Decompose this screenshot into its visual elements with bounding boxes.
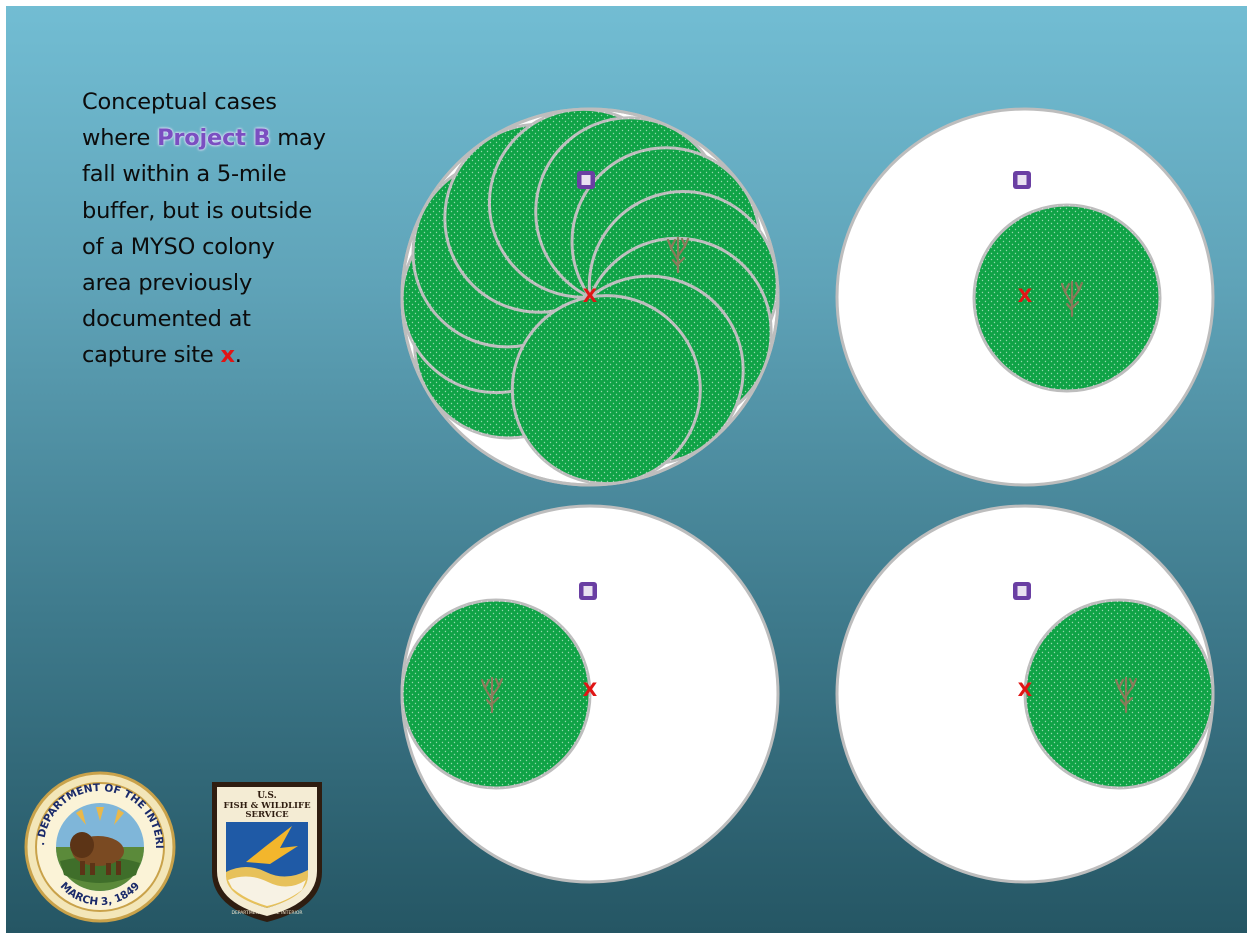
buffer-circle-a-outline: [400, 107, 780, 487]
caption-line: Conceptual cases: [82, 89, 277, 115]
fws-shield-logo: U.S. FISH & WILDLIFE SERVICE DEPARTMENT …: [212, 782, 322, 922]
fws-line-3: SERVICE: [245, 810, 289, 820]
caption-line: of a MYSO colony: [82, 233, 275, 260]
colony-circle-d: [1023, 598, 1215, 790]
caption-line: area previously: [82, 270, 253, 297]
capture-site-x-glyph: x: [220, 342, 235, 369]
caption-fragment: may: [270, 125, 326, 152]
fws-bottom-text: DEPARTMENT OF THE INTERIOR: [231, 910, 302, 916]
capture-site-x-a: X: [583, 285, 598, 307]
caption-line: buffer, but is outside: [82, 197, 312, 224]
caption-text: Conceptual cases where Project B may fal…: [82, 84, 382, 374]
case-b-group: X: [835, 107, 1215, 487]
slide-background: Conceptual cases where Project B may fal…: [6, 6, 1247, 933]
caption-line: fall within a 5-mile: [82, 161, 287, 188]
project-b-marker-d: [1013, 582, 1031, 600]
caption-fragment: .: [234, 342, 242, 369]
capture-site-x-b: X: [1018, 285, 1033, 307]
fws-line-1: U.S.: [257, 791, 276, 801]
caption-fragment: capture site: [82, 342, 221, 369]
fws-line-2: FISH & WILDLIFE: [223, 801, 311, 811]
project-b-marker-b: [1013, 171, 1031, 189]
project-b-highlight: Project B: [157, 125, 271, 152]
buffer-diagram: X X: [400, 107, 1215, 884]
colony-circle-b: [972, 203, 1162, 393]
project-b-marker-c: [579, 582, 597, 600]
project-b-marker-a: [577, 171, 595, 189]
caption-line: capture site x.: [82, 337, 382, 373]
case-c-group: X: [400, 504, 780, 884]
capture-site-x-c: X: [583, 679, 598, 701]
caption-line: documented at: [82, 306, 251, 333]
capture-site-x-d: X: [1018, 679, 1033, 701]
case-a-group: X: [400, 107, 780, 487]
colony-circle-c: [400, 598, 592, 790]
caption-line: where Project B may: [82, 120, 382, 156]
caption-fragment: where: [82, 125, 158, 152]
colony-dots-a-11: [512, 295, 701, 484]
case-d-group: X: [835, 504, 1215, 884]
doi-seal-logo: U.S. DEPARTMENT OF THE INTERIOR MARCH 3,…: [24, 771, 176, 923]
